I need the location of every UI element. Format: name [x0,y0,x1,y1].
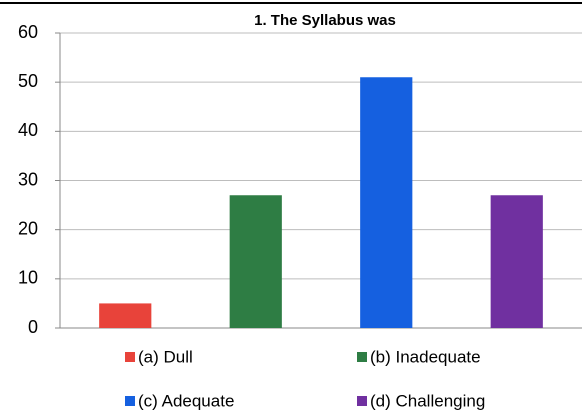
bar [229,195,282,328]
y-tick-label: 40 [18,120,38,140]
bar [490,195,543,328]
chart-title: 1. The Syllabus was [254,12,396,29]
legend-label: (d) Challenging [370,391,485,410]
y-tick-label: 60 [18,22,38,42]
legend-swatch [357,352,367,362]
bar [360,77,413,328]
y-tick-label: 0 [28,317,38,337]
y-tick-label: 20 [18,218,38,238]
bar [99,303,152,328]
legend-swatch [125,352,135,362]
legend-label: (b) Inadequate [370,347,481,366]
legend-swatch [357,396,367,406]
y-tick-label: 50 [18,71,38,91]
legend-label: (c) Adequate [138,391,234,410]
legend-label: (a) Dull [138,347,193,366]
y-tick-label: 30 [18,169,38,189]
legend-swatch [125,396,135,406]
y-tick-label: 10 [18,268,38,288]
